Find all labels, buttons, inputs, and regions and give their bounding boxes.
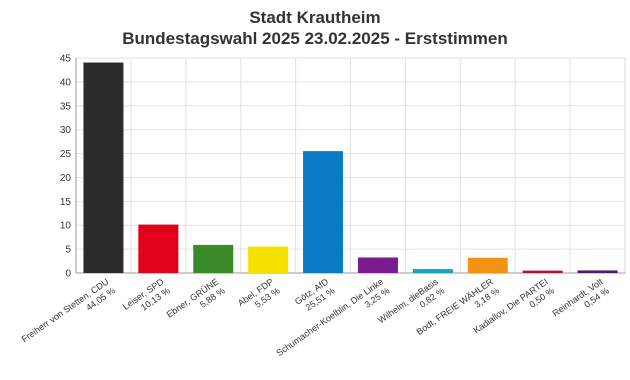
bar bbox=[412, 269, 453, 273]
y-tick-label: 30 bbox=[60, 125, 72, 136]
y-tick-label: 0 bbox=[65, 269, 71, 280]
x-category-label: Freiherr von Stetten, CDU44,05 % bbox=[20, 276, 117, 353]
category-name: Freiherr von Stetten, CDU bbox=[20, 276, 111, 344]
x-category-label: Ebner, GRÜNE5,88 % bbox=[165, 276, 227, 328]
y-tick-label: 5 bbox=[65, 245, 71, 256]
bar bbox=[522, 270, 563, 273]
y-tick-label: 40 bbox=[60, 77, 72, 88]
x-category-label: Leiser, SPD10,13 % bbox=[121, 276, 172, 321]
y-tick-label: 35 bbox=[60, 101, 72, 112]
bar bbox=[83, 62, 124, 274]
x-category-label: Reinhardt, Volt0,54 % bbox=[551, 276, 612, 327]
bar bbox=[193, 244, 234, 273]
bar bbox=[577, 270, 618, 273]
y-tick-label: 10 bbox=[60, 221, 72, 232]
y-tick-label: 25 bbox=[60, 149, 72, 160]
x-category-label: Abel, FDP5,53 % bbox=[236, 276, 282, 317]
bar bbox=[138, 224, 179, 273]
chart-title: Stadt Krautheim bbox=[249, 8, 381, 27]
bar bbox=[467, 257, 508, 273]
bar bbox=[248, 246, 289, 273]
bar bbox=[357, 257, 398, 273]
y-tick-label: 15 bbox=[60, 197, 72, 208]
y-tick-label: 45 bbox=[60, 54, 72, 65]
bar bbox=[303, 151, 344, 273]
y-tick-label: 20 bbox=[60, 173, 72, 184]
chart-subtitle: Bundestagswahl 2025 23.02.2025 - Erststi… bbox=[122, 29, 508, 48]
